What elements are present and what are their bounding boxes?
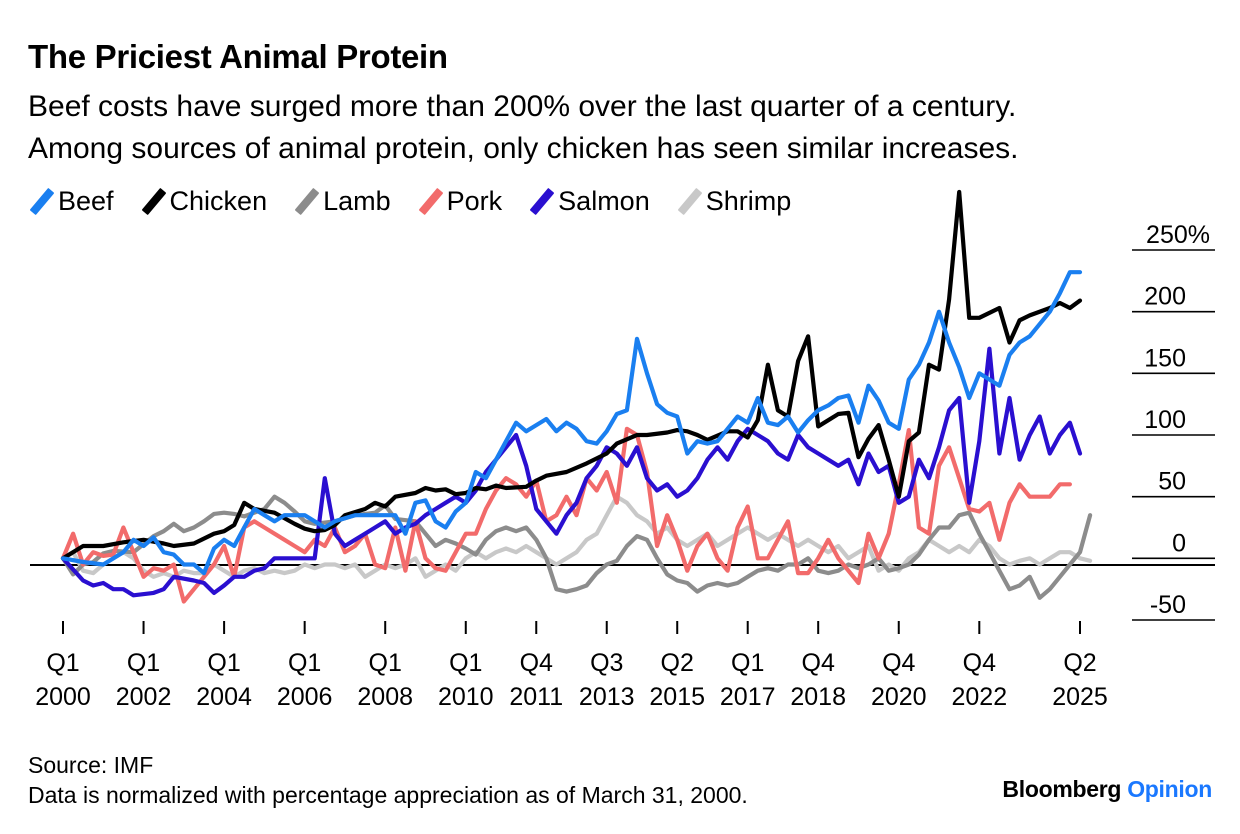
x-tick-quarter: Q1: [207, 649, 240, 677]
x-tick-quarter: Q4: [882, 649, 915, 677]
series-line-lamb: [60, 494, 1093, 600]
series-line-pork: [60, 426, 1072, 604]
x-tick-quarter: Q1: [449, 649, 482, 677]
normalization-note: Data is normalized with percentage appre…: [28, 782, 748, 808]
x-tick: Q3 2013: [579, 621, 635, 711]
x-tick: Q1 2008: [357, 621, 413, 711]
x-tick-year: 2000: [35, 683, 91, 711]
x-tick-quarter: Q1: [288, 649, 321, 677]
x-axis: Q1 2000 Q1 2002 Q1 2004 Q1 2006 Q1 2008 Q1 2010 Q4 20…: [35, 621, 1108, 711]
y-tick-label: 200: [1144, 283, 1186, 311]
series-lines: [60, 189, 1093, 604]
y-tick-label: 250%: [1146, 221, 1210, 249]
y-tick: -50: [1132, 591, 1215, 621]
x-tick-year: 2006: [277, 683, 333, 711]
x-tick: Q4 2011: [509, 621, 563, 711]
legend-label: Beef: [58, 186, 114, 216]
chart-title: The Priciest Animal Protein: [28, 38, 448, 75]
x-tick: Q4 2020: [871, 621, 927, 711]
legend-item-chicken: Chicken: [140, 186, 268, 217]
y-tick: 100: [1132, 406, 1215, 436]
x-tick-year: 2015: [649, 683, 705, 711]
x-tick-quarter: Q2: [661, 649, 694, 677]
x-tick-quarter: Q4: [802, 649, 835, 677]
legend-label: Chicken: [169, 186, 268, 216]
x-tick-year: 2008: [357, 683, 413, 711]
x-tick-quarter: Q1: [46, 649, 79, 677]
series-line-salmon: [60, 346, 1083, 598]
subtitle-line-1: Beef costs have surged more than 200% ov…: [28, 90, 1017, 123]
x-tick-year: 2010: [438, 683, 494, 711]
brand-logo: Bloomberg Opinion: [1002, 776, 1212, 803]
legend-item-pork: Pork: [417, 186, 503, 217]
x-tick-quarter: Q1: [127, 649, 160, 677]
chart-source: Source: IMF Data is normalized with perc…: [28, 750, 748, 810]
legend-item-lamb: Lamb: [293, 186, 391, 217]
x-tick-year: 2013: [579, 683, 635, 711]
x-tick: Q4 2022: [951, 621, 1007, 711]
x-tick-year: 2020: [871, 683, 927, 711]
y-tick: 250%: [1132, 221, 1215, 251]
subtitle-line-2: Among sources of animal protein, only ch…: [28, 132, 1019, 165]
x-tick-quarter: Q4: [963, 649, 996, 677]
x-tick: Q1 2004: [196, 621, 252, 711]
y-tick: 0: [1132, 529, 1215, 560]
x-tick-year: 2002: [116, 683, 172, 711]
y-tick-label: 0: [1172, 529, 1186, 557]
brand-name: Bloomberg: [1002, 776, 1122, 802]
brand-accent: Opinion: [1127, 776, 1212, 802]
x-tick-year: 2022: [951, 683, 1007, 711]
legend-label: Salmon: [558, 186, 650, 216]
x-tick: Q1 2010: [438, 621, 494, 711]
x-tick: Q4 2018: [790, 621, 846, 711]
x-tick: Q1 2000: [35, 621, 91, 711]
y-tick-label: 150: [1144, 344, 1186, 372]
y-tick: 200: [1132, 283, 1215, 313]
series-line-chicken: [60, 189, 1083, 561]
x-tick: Q2 2025: [1052, 621, 1108, 711]
legend-item-beef: Beef: [28, 186, 114, 217]
y-tick-label: 50: [1158, 468, 1186, 496]
chart-legend: Beef Chicken Lamb Pork Salmon Shrimp: [28, 186, 817, 217]
chart-subtitle: Beef costs have surged more than 200% ov…: [28, 86, 1228, 170]
y-tick: 150: [1132, 344, 1215, 375]
legend-label: Lamb: [323, 186, 391, 216]
x-tick-quarter: Q4: [520, 649, 553, 677]
y-tick-label: -50: [1150, 591, 1186, 619]
legend-item-shrimp: Shrimp: [676, 186, 792, 217]
source-label: Source: IMF: [28, 752, 154, 778]
x-tick-quarter: Q1: [731, 649, 764, 677]
x-tick-quarter: Q2: [1063, 649, 1096, 677]
legend-item-salmon: Salmon: [528, 186, 650, 217]
y-tick: 50: [1132, 468, 1215, 498]
x-tick-year: 2017: [720, 683, 776, 711]
legend-label: Shrimp: [705, 186, 792, 216]
x-tick-quarter: Q3: [590, 649, 623, 677]
legend-label: Pork: [446, 186, 503, 216]
x-tick: Q2 2015: [649, 621, 705, 711]
x-tick-year: 2004: [196, 683, 252, 711]
x-tick-quarter: Q1: [369, 649, 402, 677]
x-tick-year: 2018: [790, 683, 846, 711]
y-tick-label: 100: [1144, 406, 1186, 434]
series-line-beef: [60, 270, 1083, 576]
x-tick: Q1 2017: [720, 621, 776, 711]
y-axis: 250% 200 150 100 50 0 -50: [1132, 221, 1215, 621]
x-tick: Q1 2006: [277, 621, 333, 711]
x-tick: Q1 2002: [116, 621, 172, 711]
x-tick-year: 2011: [509, 683, 563, 711]
x-tick-year: 2025: [1052, 683, 1108, 711]
